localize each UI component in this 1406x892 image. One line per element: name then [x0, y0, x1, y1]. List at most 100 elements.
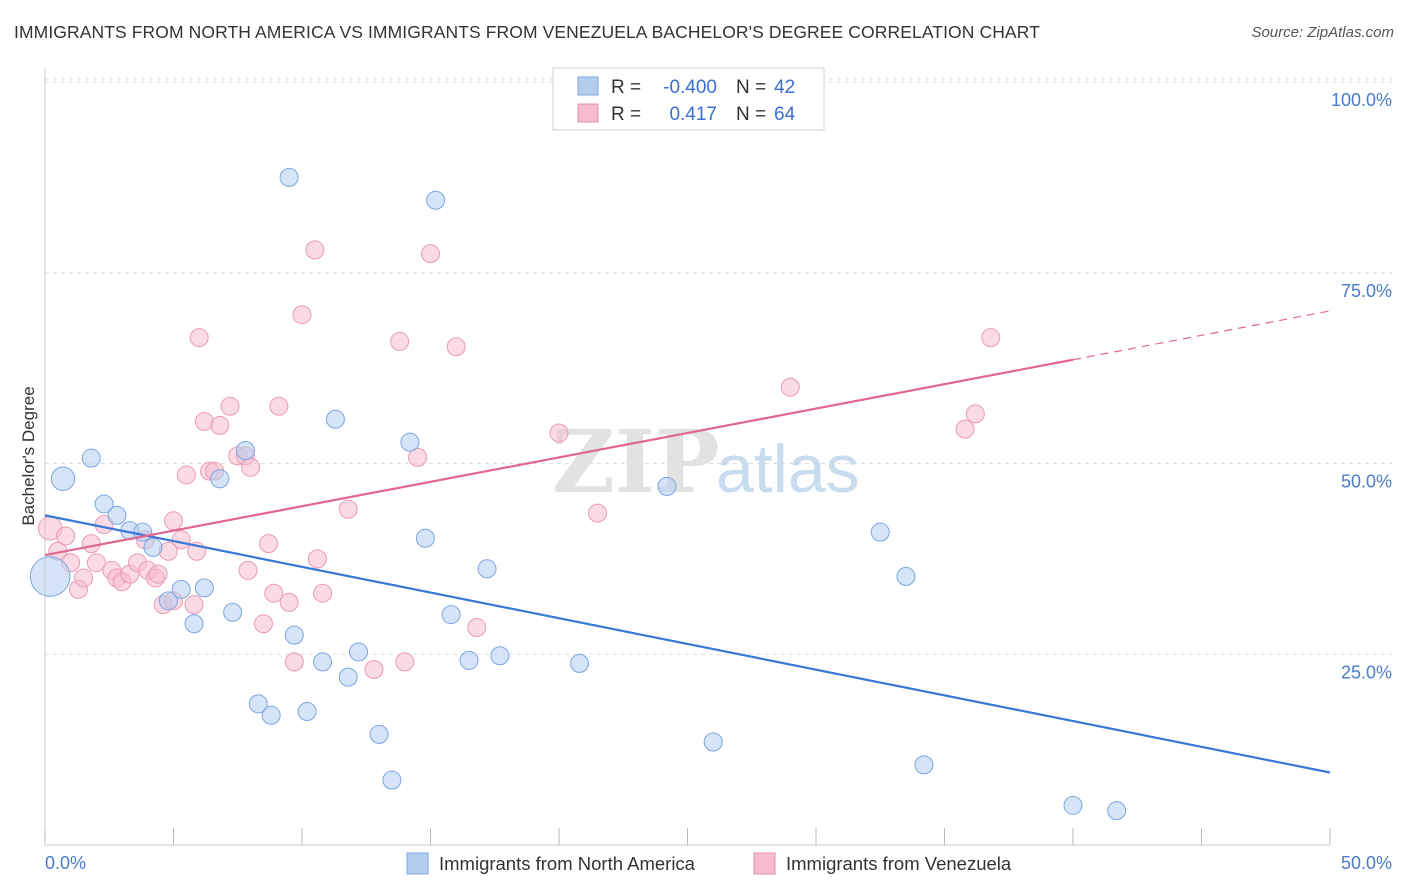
point-venezuela: [421, 244, 440, 264]
point-venezuela: [184, 595, 204, 615]
point-north-america: [279, 167, 299, 187]
point-north-america: [261, 705, 281, 725]
point-venezuela: [74, 568, 94, 588]
point-venezuela: [279, 592, 299, 612]
point-north-america: [415, 528, 435, 548]
point-north-america: [703, 732, 723, 752]
y-tick-label: 25.0%: [1341, 662, 1392, 682]
point-venezuela: [259, 534, 279, 554]
point-north-america: [570, 653, 590, 673]
point-venezuela: [307, 549, 327, 569]
point-venezuela: [313, 583, 333, 603]
point-north-america: [459, 650, 479, 670]
point-north-america: [107, 505, 127, 525]
point-north-america: [194, 578, 214, 598]
point-venezuela: [446, 337, 466, 357]
bottom-legend-swatch-pink: [753, 852, 776, 875]
point-venezuela: [292, 305, 312, 325]
trend-line-venezuela-extension: [1072, 310, 1331, 361]
point-venezuela: [220, 396, 240, 416]
point-north-america: [369, 724, 389, 744]
point-venezuela: [588, 503, 608, 523]
x-tick-labels: 0.0% 50.0%: [45, 853, 1392, 873]
chart-title: IMMIGRANTS FROM NORTH AMERICA VS IMMIGRA…: [14, 22, 1040, 42]
point-venezuela: [338, 499, 358, 519]
point-north-america: [657, 476, 677, 496]
point-north-america: [171, 579, 191, 599]
point-north-america: [297, 701, 317, 721]
y-tick-labels: 25.0% 50.0% 75.0% 100.0%: [1331, 90, 1392, 682]
point-north-america: [210, 469, 230, 489]
point-north-america: [143, 537, 163, 557]
point-venezuela: [86, 553, 106, 573]
point-north-america: [441, 605, 461, 625]
legend-n-label-pink: N =: [736, 104, 766, 125]
watermark-atlas: atlas: [716, 431, 860, 507]
point-venezuela: [269, 396, 289, 416]
y-tick-label: 100.0%: [1331, 90, 1392, 110]
trend-line-venezuela: [44, 358, 1074, 557]
source-note: Source: ZipAtlas.com: [1251, 24, 1394, 41]
legend-r-value-blue: -0.400: [663, 77, 717, 98]
x-tick-label: 50.0%: [1341, 853, 1392, 873]
axes: [44, 68, 1331, 846]
point-north-america: [1063, 795, 1083, 815]
series-venezuela-points: [37, 240, 1001, 680]
point-north-america: [477, 559, 497, 579]
point-north-america: [223, 602, 243, 622]
bottom-legend-label-pink: Immigrants from Venezuela: [786, 853, 1012, 874]
legend-n-label-blue: N =: [736, 77, 766, 98]
point-venezuela: [395, 652, 415, 672]
point-venezuela: [955, 419, 975, 439]
legend-r-value-pink: 0.417: [669, 104, 717, 125]
point-north-america: [158, 591, 178, 611]
point-venezuela: [390, 331, 410, 351]
legend-top: R = -0.400 N = 42 R = 0.417 N = 64: [552, 67, 825, 131]
point-north-america: [914, 755, 934, 775]
point-venezuela: [253, 614, 273, 634]
point-north-america: [349, 642, 369, 662]
point-north-america: [896, 566, 916, 586]
legend-swatch-blue: [577, 76, 599, 96]
point-venezuela: [780, 377, 800, 397]
legend-r-label-blue: R =: [611, 77, 641, 98]
legend-bottom: Immigrants from North America Immigrants…: [406, 852, 1012, 875]
point-north-america: [426, 190, 446, 210]
point-venezuela: [176, 465, 196, 485]
bottom-legend-label-blue: Immigrants from North America: [439, 853, 696, 874]
legend-swatch-pink: [577, 103, 599, 123]
point-venezuela: [171, 530, 191, 550]
point-venezuela: [549, 423, 569, 443]
point-venezuela: [238, 560, 258, 580]
point-venezuela: [56, 526, 76, 546]
point-venezuela: [364, 660, 384, 680]
point-north-america: [313, 652, 333, 672]
bottom-legend-swatch-blue: [406, 852, 429, 875]
point-venezuela: [264, 583, 284, 603]
point-venezuela: [284, 652, 304, 672]
point-north-america: [325, 409, 345, 429]
trend-line-north-america: [44, 514, 1331, 774]
watermark-zip: ZIP: [552, 412, 720, 513]
point-venezuela: [210, 415, 230, 435]
point-venezuela: [241, 457, 261, 477]
point-venezuela: [148, 564, 168, 584]
point-north-america: [284, 625, 304, 645]
point-north-america: [248, 694, 268, 714]
y-tick-label: 75.0%: [1341, 281, 1392, 301]
y-tick-label: 50.0%: [1341, 472, 1392, 492]
point-venezuela: [81, 534, 101, 554]
legend-n-value-blue: 42: [774, 77, 795, 98]
legend-n-value-pink: 64: [774, 104, 796, 125]
trend-lines: [44, 310, 1331, 774]
point-venezuela: [305, 240, 325, 260]
point-north-america: [870, 522, 890, 542]
point-north-america: [338, 667, 358, 687]
point-venezuela: [189, 328, 209, 348]
point-north-america: [94, 494, 114, 514]
point-venezuela: [164, 511, 183, 531]
point-north-america: [50, 466, 76, 491]
legend-r-label-pink: R =: [611, 104, 641, 125]
point-north-america: [184, 614, 204, 634]
